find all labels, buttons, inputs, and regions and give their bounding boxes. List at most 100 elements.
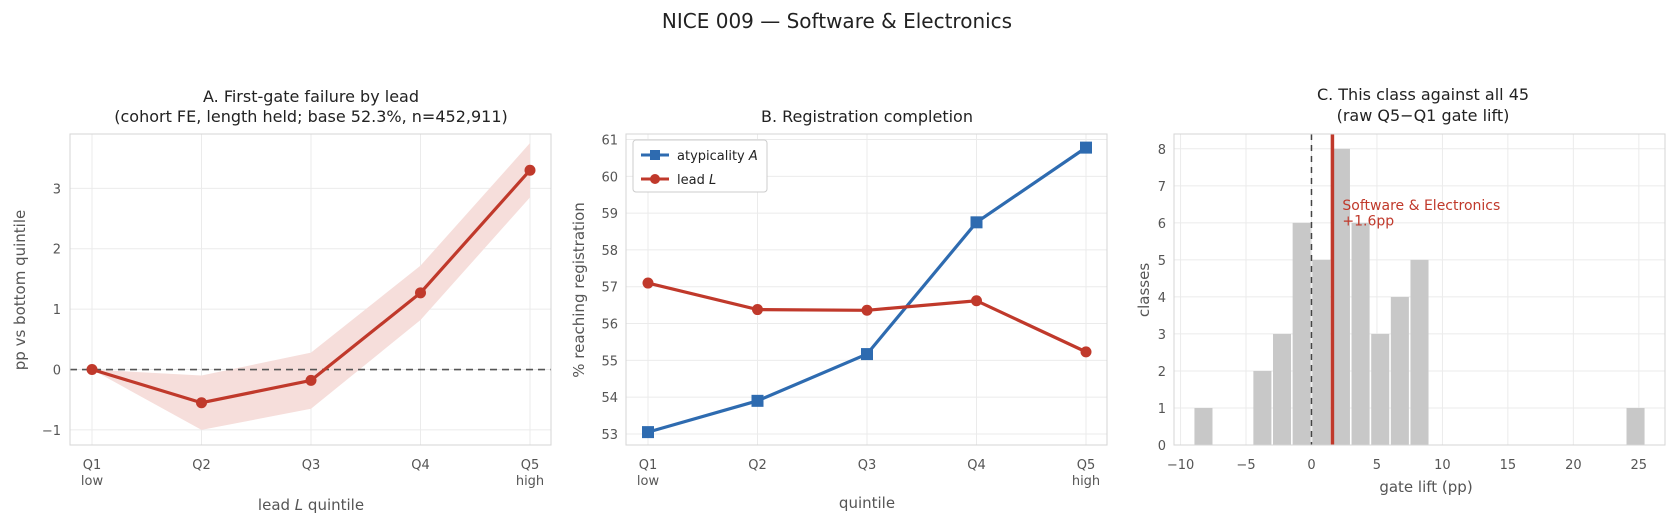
y-tick-label: 8: [1158, 143, 1166, 158]
y-tick-label: 61: [601, 134, 618, 149]
data-point-lead: [415, 287, 426, 299]
x-tick-label: −5: [1236, 458, 1255, 473]
panel-b-y-axis-label: % reaching registration: [570, 202, 588, 378]
y-tick-label: 59: [601, 207, 618, 222]
data-point-lead: [524, 164, 536, 176]
x-tick-label: Q3: [858, 458, 877, 473]
x-tick-label: 15: [1500, 458, 1517, 473]
panel-c-y-axis-label: classes: [1135, 263, 1153, 317]
x-tick-sublabel: high: [1072, 474, 1100, 489]
data-point-atypicality: [642, 426, 654, 439]
data-point-atypicality: [861, 348, 873, 361]
histogram-bar: [1390, 296, 1409, 445]
data-point-lead: [971, 295, 982, 307]
panel-a: A. First-gate failure by lead (cohort FE…: [11, 87, 552, 514]
y-tick-label: 2: [53, 243, 61, 258]
x-axis-label-part: quintile: [303, 496, 364, 514]
y-tick-label: 2: [1158, 365, 1166, 380]
y-tick-label: 4: [1158, 291, 1166, 306]
x-tick-label: Q4: [967, 458, 986, 473]
data-point-lead: [752, 304, 763, 316]
confidence-band: [92, 143, 530, 430]
legend-marker-atypicality: [650, 150, 660, 160]
histogram-bar: [1351, 222, 1370, 445]
data-point-lead: [642, 277, 654, 289]
y-tick-label: 0: [53, 364, 61, 379]
x-tick-sublabel: low: [81, 474, 104, 489]
histogram-bar: [1410, 259, 1429, 445]
x-tick-label: 5: [1373, 458, 1381, 473]
histogram-bar: [1371, 333, 1390, 445]
panel-c-frame: [1173, 133, 1666, 446]
y-tick-label: −1: [42, 424, 61, 439]
panel-a-x-axis-label: lead L quintile: [258, 496, 364, 514]
y-tick-label: 0: [1158, 439, 1166, 454]
panel-c: C. This class against all 45 (raw Q5−Q1 …: [1135, 85, 1666, 496]
legend-label-lead-text: lead: [677, 173, 709, 188]
x-tick-label: 25: [1631, 458, 1648, 473]
panel-b-title: B. Registration completion: [761, 107, 973, 126]
x-tick-label: Q4: [411, 458, 430, 473]
panel-b: B. Registration completion 53 54 55 56 57 58 5…: [570, 107, 1108, 512]
y-tick-label: 3: [1158, 328, 1166, 343]
panel-c-title-line2: (raw Q5−Q1 gate lift): [1337, 106, 1510, 125]
y-tick-label: 54: [601, 391, 618, 406]
legend-label-atypicality-symbol: A: [748, 149, 758, 164]
histogram-bar: [1331, 148, 1350, 446]
y-tick-label: 7: [1158, 180, 1166, 195]
y-tick-label: 5: [1158, 254, 1166, 269]
legend-label-atypicality-text: atypicality: [677, 149, 749, 164]
x-axis-label-part: lead: [258, 496, 290, 514]
x-tick-label: 20: [1565, 458, 1582, 473]
x-axis-label-part: L: [290, 496, 303, 514]
panel-b-x-axis-label: quintile: [839, 494, 895, 512]
x-tick-label: Q5: [521, 458, 540, 473]
y-tick-label: 6: [1158, 217, 1166, 232]
data-point-atypicality: [1080, 141, 1092, 154]
histogram-bar: [1292, 222, 1311, 445]
y-tick-label: 57: [601, 281, 618, 296]
panel-a-title-line2: (cohort FE, length held; base 52.3%, n=4…: [114, 107, 508, 126]
panel-b-frame: [625, 133, 1108, 446]
y-tick-label: 60: [601, 170, 618, 185]
data-point-lead: [1080, 346, 1092, 358]
x-tick-label: Q5: [1077, 458, 1096, 473]
panel-a-y-axis-label: pp vs bottom quintile: [11, 210, 29, 370]
y-tick-label: 53: [601, 428, 618, 443]
highlight-label-line1: Software & Electronics: [1342, 198, 1500, 214]
panel-a-frame: [69, 133, 552, 446]
x-tick-sublabel: low: [637, 474, 660, 489]
y-tick-label: 1: [1158, 402, 1166, 417]
figure-title: NICE 009 — Software & Electronics: [662, 9, 1012, 33]
x-tick-label: Q1: [639, 458, 658, 473]
data-point-atypicality: [751, 394, 764, 407]
histogram-bar: [1626, 407, 1645, 445]
x-tick-sublabel: high: [516, 474, 544, 489]
histogram-bar: [1253, 370, 1272, 445]
panel-c-title-line1: C. This class against all 45: [1317, 85, 1529, 104]
data-point-atypicality: [970, 216, 983, 229]
y-tick-label: 1: [53, 303, 61, 318]
histogram-bar: [1273, 333, 1292, 445]
data-point-lead: [305, 374, 317, 386]
legend-marker-lead: [650, 174, 660, 184]
legend-label-lead-symbol: L: [709, 173, 716, 188]
highlight-label-line2: +1.6pp: [1342, 213, 1394, 229]
panel-c-x-axis-label: gate lift (pp): [1379, 478, 1472, 496]
histogram-bar: [1194, 407, 1213, 445]
histogram-bar: [1312, 259, 1331, 445]
x-tick-label: 0: [1307, 458, 1315, 473]
x-tick-label: Q2: [192, 458, 211, 473]
x-tick-label: Q2: [748, 458, 767, 473]
y-tick-label: 56: [601, 318, 618, 333]
data-point-lead: [861, 304, 873, 316]
x-tick-label: Q3: [302, 458, 321, 473]
y-tick-label: 55: [601, 354, 618, 369]
y-tick-label: 58: [601, 244, 618, 259]
panel-b-legend: atypicality A lead L: [632, 139, 768, 193]
legend-label-atypicality: atypicality A: [677, 149, 758, 164]
y-tick-label: 3: [53, 182, 61, 197]
x-tick-label: Q1: [83, 458, 102, 473]
legend-label-lead: lead L: [677, 173, 716, 188]
